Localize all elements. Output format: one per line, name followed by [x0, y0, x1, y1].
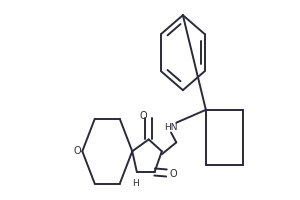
Text: O: O [169, 169, 177, 179]
Text: O: O [140, 111, 147, 121]
Text: H: H [132, 179, 139, 188]
Text: O: O [73, 146, 81, 156]
Text: HN: HN [164, 123, 178, 132]
